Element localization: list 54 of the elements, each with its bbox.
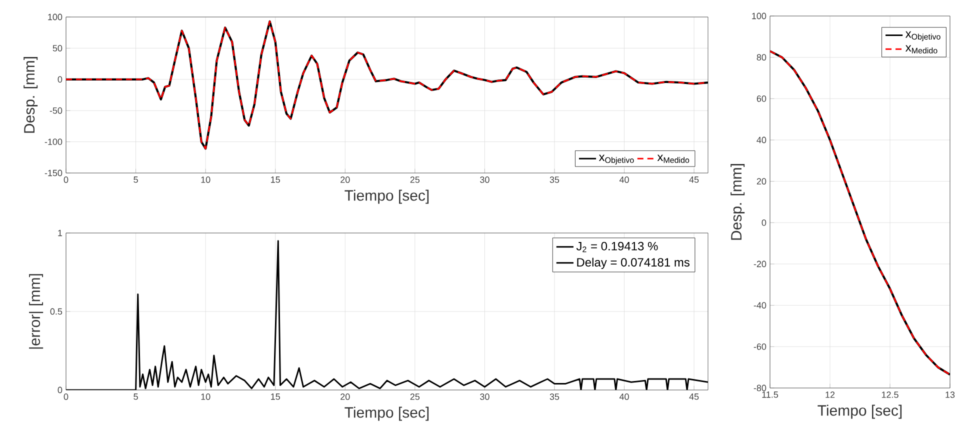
x-axis-title: Tiempo [sec] — [344, 190, 429, 204]
x-tick-label: 10 — [201, 176, 210, 183]
x-tick-label: 12.5 — [882, 392, 898, 398]
y-tick-label: -60 — [754, 343, 766, 350]
y-tick-label: -50 — [50, 107, 62, 114]
y-tick-label: 100 — [752, 12, 766, 20]
y-tick-label: 60 — [756, 95, 766, 102]
x-tick-label: 0 — [64, 176, 68, 183]
x-tick-label: 0 — [64, 394, 68, 400]
x-tick-label: 30 — [480, 394, 490, 400]
y-axis-title: Desp. [mm] — [730, 164, 745, 240]
x-axis-title: Tiempo [sec] — [818, 404, 902, 419]
x-tick-label: 20 — [340, 394, 350, 400]
y-tick-label: 0.5 — [50, 308, 62, 315]
y-tick-label: 0 — [762, 219, 766, 226]
y-tick-label: 50 — [52, 45, 62, 52]
y-tick-label: -150 — [44, 170, 62, 176]
legend-label: J$_{2}$ = 0.19413 % — [576, 242, 658, 252]
x-tick-label: 30 — [480, 176, 490, 183]
x-tick-label: 35 — [550, 394, 560, 400]
y-tick-label: 100 — [48, 14, 62, 20]
y-axis-title: Desp. [mm] — [24, 57, 38, 133]
legend-label: x$_{Objetivo}$ — [598, 154, 634, 165]
x-tick-label: 40 — [619, 176, 629, 183]
x-tick-label: 12 — [826, 392, 835, 398]
y-tick-label: -20 — [754, 260, 766, 268]
x-tick-label: 13 — [946, 392, 955, 398]
x-tick-label: 10 — [201, 394, 210, 400]
y-tick-label: -40 — [754, 302, 766, 309]
legend-label: x$_{Medido}$ — [905, 45, 938, 54]
x-tick-label: 45 — [689, 394, 699, 400]
y-tick-label: 1 — [58, 230, 62, 236]
x-tick-label: 15 — [271, 394, 280, 400]
x-tick-label: 20 — [340, 176, 350, 183]
x-tick-label: 35 — [550, 176, 560, 183]
y-tick-label: 40 — [756, 136, 766, 144]
x-tick-label: 5 — [134, 176, 138, 183]
x-tick-label: 45 — [689, 176, 699, 183]
annotation: Delay = 0.074181 ms — [577, 258, 690, 269]
x-tick-label: 15 — [271, 176, 280, 183]
legend-label: x$_{Objetivo}$ — [905, 31, 940, 42]
legend-label: x$_{Medido}$ — [657, 154, 690, 163]
x-tick-label: 40 — [619, 394, 629, 400]
x-tick-label: 25 — [410, 394, 420, 400]
x-tick-label: 11.5 — [762, 392, 778, 398]
y-tick-label: 0 — [58, 386, 62, 394]
y-tick-label: 0 — [58, 76, 62, 83]
y-tick-label: 80 — [756, 54, 766, 61]
y-tick-label: -80 — [754, 384, 766, 392]
x-tick-label: 5 — [134, 394, 138, 400]
y-axis-title: |error| [mm] — [29, 274, 44, 349]
y-tick-label: -100 — [44, 138, 62, 145]
x-tick-label: 25 — [410, 176, 420, 183]
x-axis-title: Tiempo [sec] — [344, 406, 429, 421]
